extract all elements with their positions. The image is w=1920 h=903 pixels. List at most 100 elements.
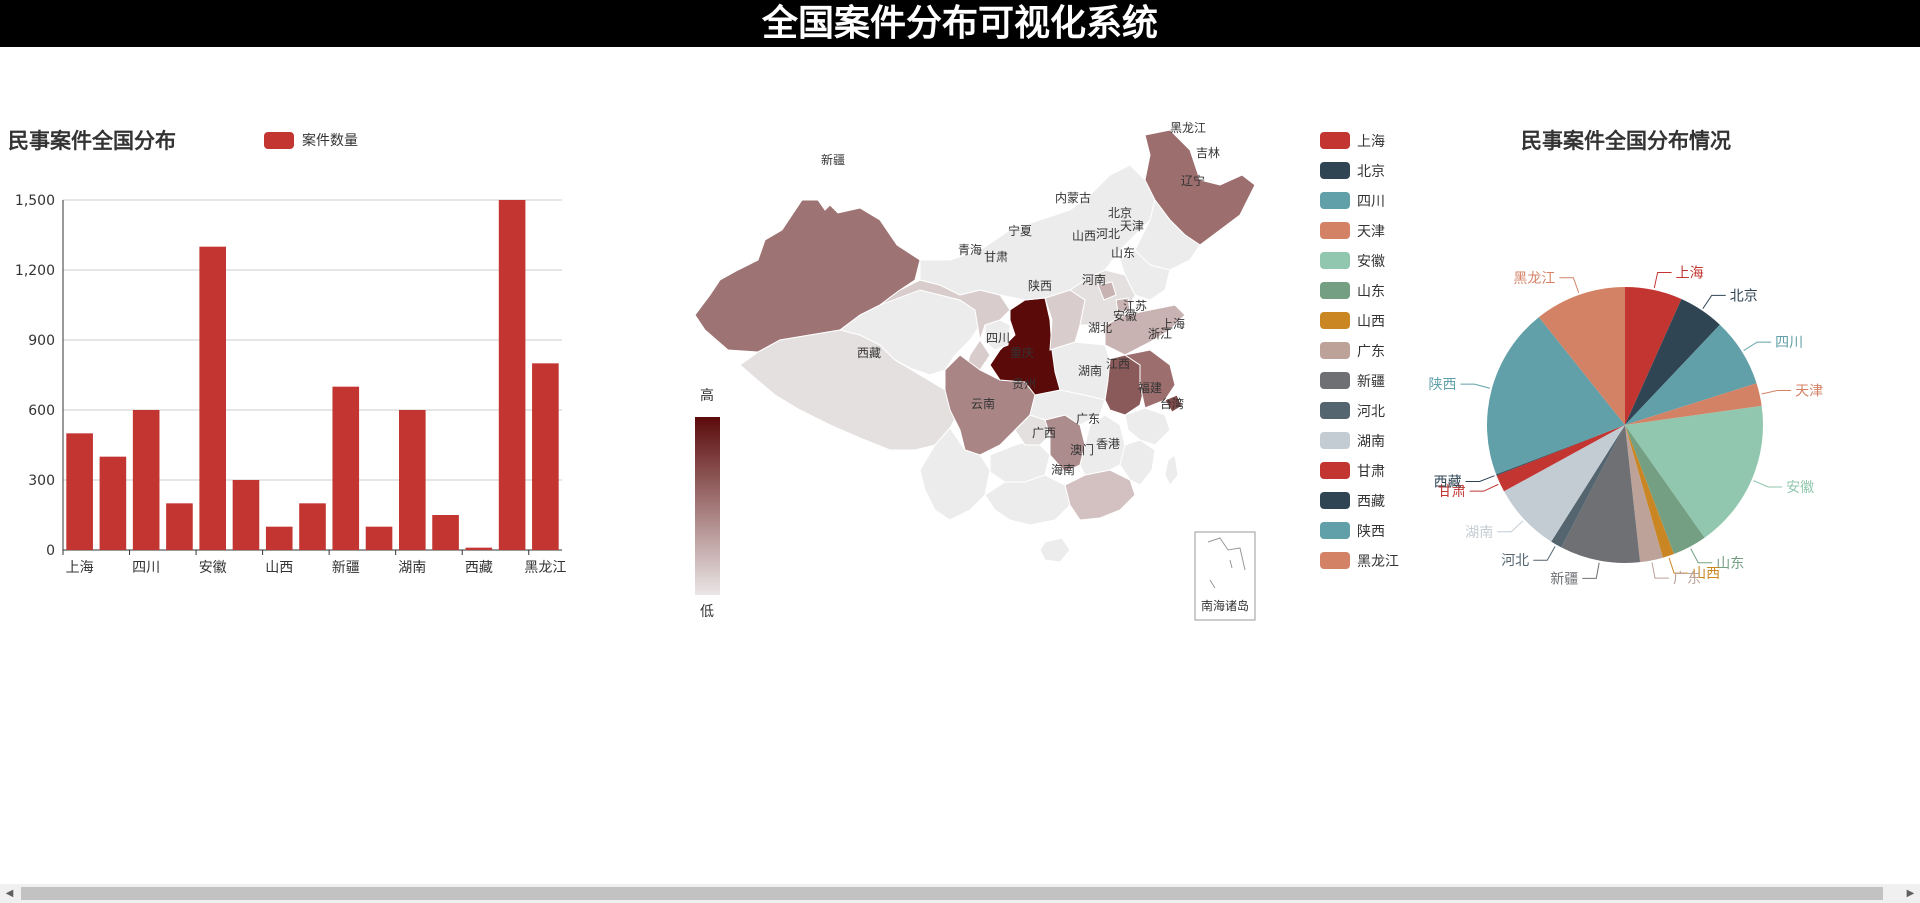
map-legend-label[interactable]: 山东 [1357, 284, 1385, 300]
map-legend-label[interactable]: 上海 [1357, 134, 1385, 150]
region-jilin[interactable] [1134, 198, 1201, 271]
map-legend-swatch[interactable] [1320, 162, 1350, 179]
region-shanxi[interactable] [1044, 289, 1086, 351]
region-liaoning[interactable] [1119, 249, 1171, 301]
pie-slice-山西[interactable] [1625, 425, 1674, 558]
bar-安徽[interactable] [199, 246, 227, 550]
pie-slice-河北[interactable] [1551, 425, 1625, 548]
region-label: 贵州 [1012, 377, 1036, 391]
bar-y-tick-label: 1,500 [15, 193, 55, 209]
region-hainan[interactable] [1039, 537, 1071, 563]
map-legend-swatch[interactable] [1320, 402, 1350, 419]
map-legend-label[interactable]: 山西 [1357, 314, 1385, 330]
region-shandong[interactable] [1104, 304, 1186, 356]
bar-四川[interactable] [132, 410, 160, 550]
region-guangxi[interactable] [984, 474, 1071, 526]
visualmap-gradient-bar[interactable] [695, 417, 720, 595]
map-legend-label[interactable]: 安徽 [1357, 254, 1385, 270]
pie-slice-北京[interactable] [1625, 299, 1720, 425]
region-guizhou[interactable] [989, 439, 1051, 483]
bar-广东[interactable] [299, 503, 326, 550]
bar-legend-label[interactable]: 案件数量 [302, 132, 358, 149]
region-label: 北京 [1108, 206, 1132, 220]
region-ningxia[interactable] [984, 319, 1011, 351]
region-heilongjiang[interactable] [1144, 129, 1256, 246]
map-legend-swatch[interactable] [1320, 252, 1350, 269]
map-legend-swatch[interactable] [1320, 462, 1350, 479]
bar-西藏[interactable] [465, 547, 493, 550]
scroll-right-arrow-icon[interactable]: ▶ [1906, 888, 1915, 899]
pie-slice-湖南[interactable] [1503, 425, 1625, 542]
pie-slice-山东[interactable] [1625, 425, 1705, 555]
bar-河北[interactable] [365, 526, 393, 550]
pie-slice-黑龙江[interactable] [1538, 287, 1625, 425]
bar-黑龙江[interactable] [532, 363, 559, 550]
region-label: 江苏 [1123, 299, 1147, 313]
region-shanghai[interactable] [1164, 394, 1183, 413]
pie-slice-新疆[interactable] [1561, 425, 1641, 563]
map-legend-swatch[interactable] [1320, 372, 1350, 389]
map-legend-swatch[interactable] [1320, 222, 1350, 239]
map-legend-label[interactable]: 西藏 [1357, 494, 1385, 510]
pie-slice-上海[interactable] [1625, 287, 1682, 425]
region-label: 辽宁 [1181, 173, 1205, 188]
map-legend-swatch[interactable] [1320, 432, 1350, 449]
pie-slice-陕西[interactable] [1487, 317, 1625, 475]
map-legend-label[interactable]: 甘肃 [1357, 464, 1385, 480]
region-label: 山东 [1111, 246, 1135, 260]
bar-甘肃[interactable] [432, 515, 459, 550]
map-legend-swatch[interactable] [1320, 552, 1350, 569]
horizontal-scrollbar[interactable]: ◀ ▶ [0, 884, 1920, 903]
bar-北京[interactable] [99, 456, 127, 550]
bar-山西[interactable] [265, 526, 293, 550]
map-legend-swatch[interactable] [1320, 342, 1350, 359]
bar-陕西[interactable] [498, 200, 526, 550]
region-yunnan[interactable] [919, 427, 991, 521]
pie-slice-广东[interactable] [1625, 425, 1663, 563]
map-legend-swatch[interactable] [1320, 282, 1350, 299]
region-label: 青海 [958, 242, 982, 257]
region-label: 新疆 [821, 152, 845, 167]
bar-湖南[interactable] [398, 410, 426, 550]
bar-legend-swatch[interactable] [264, 132, 294, 149]
bar-天津[interactable] [166, 503, 193, 550]
region-beijing[interactable] [1097, 281, 1117, 301]
pie-slice-西藏[interactable] [1496, 425, 1625, 476]
bar-x-tick-label: 新疆 [332, 560, 360, 576]
region-taiwan[interactable] [1164, 454, 1179, 486]
pie-slice-安徽[interactable] [1625, 405, 1763, 538]
bar-山东[interactable] [232, 480, 260, 550]
map-legend-label[interactable]: 广东 [1357, 344, 1385, 360]
scrollbar-thumb[interactable] [21, 887, 1883, 900]
region-label: 澳门 [1070, 442, 1094, 457]
map-legend-swatch[interactable] [1320, 132, 1350, 149]
map-legend-label[interactable]: 黑龙江 [1357, 554, 1399, 570]
map-legend-label[interactable]: 天津 [1357, 224, 1385, 240]
map-legend-label[interactable]: 湖南 [1357, 434, 1385, 450]
map-legend-swatch[interactable] [1320, 312, 1350, 329]
visualmap-high-label: 高 [700, 387, 714, 404]
pie-slice-甘肃[interactable] [1496, 425, 1625, 492]
region-tianjin[interactable] [1115, 297, 1131, 313]
map-legend-swatch[interactable] [1320, 192, 1350, 209]
pie-slice-四川[interactable] [1625, 324, 1757, 425]
map-legend-swatch[interactable] [1320, 522, 1350, 539]
region-neimenggu[interactable] [919, 164, 1156, 301]
region-zhejiang[interactable] [1124, 407, 1171, 446]
map-legend-label[interactable]: 北京 [1357, 164, 1385, 180]
region-shaanxi[interactable] [989, 297, 1061, 396]
map-legend-label[interactable]: 四川 [1357, 194, 1385, 210]
map-legend-label[interactable]: 陕西 [1357, 524, 1385, 540]
scroll-left-arrow-icon[interactable]: ◀ [5, 888, 14, 899]
bar-上海[interactable] [66, 433, 93, 550]
map-legend-label[interactable]: 河北 [1357, 404, 1385, 420]
region-fujian[interactable] [1119, 439, 1156, 486]
map-legend-label[interactable]: 新疆 [1357, 374, 1385, 390]
map-legend-swatch[interactable] [1320, 492, 1350, 509]
region-guangdong[interactable] [1064, 469, 1136, 521]
pie-slice-天津[interactable] [1625, 383, 1762, 425]
bar-新疆[interactable] [332, 386, 360, 550]
bar-y-tick-label: 300 [28, 473, 55, 489]
region-label: 内蒙古 [1055, 190, 1091, 205]
